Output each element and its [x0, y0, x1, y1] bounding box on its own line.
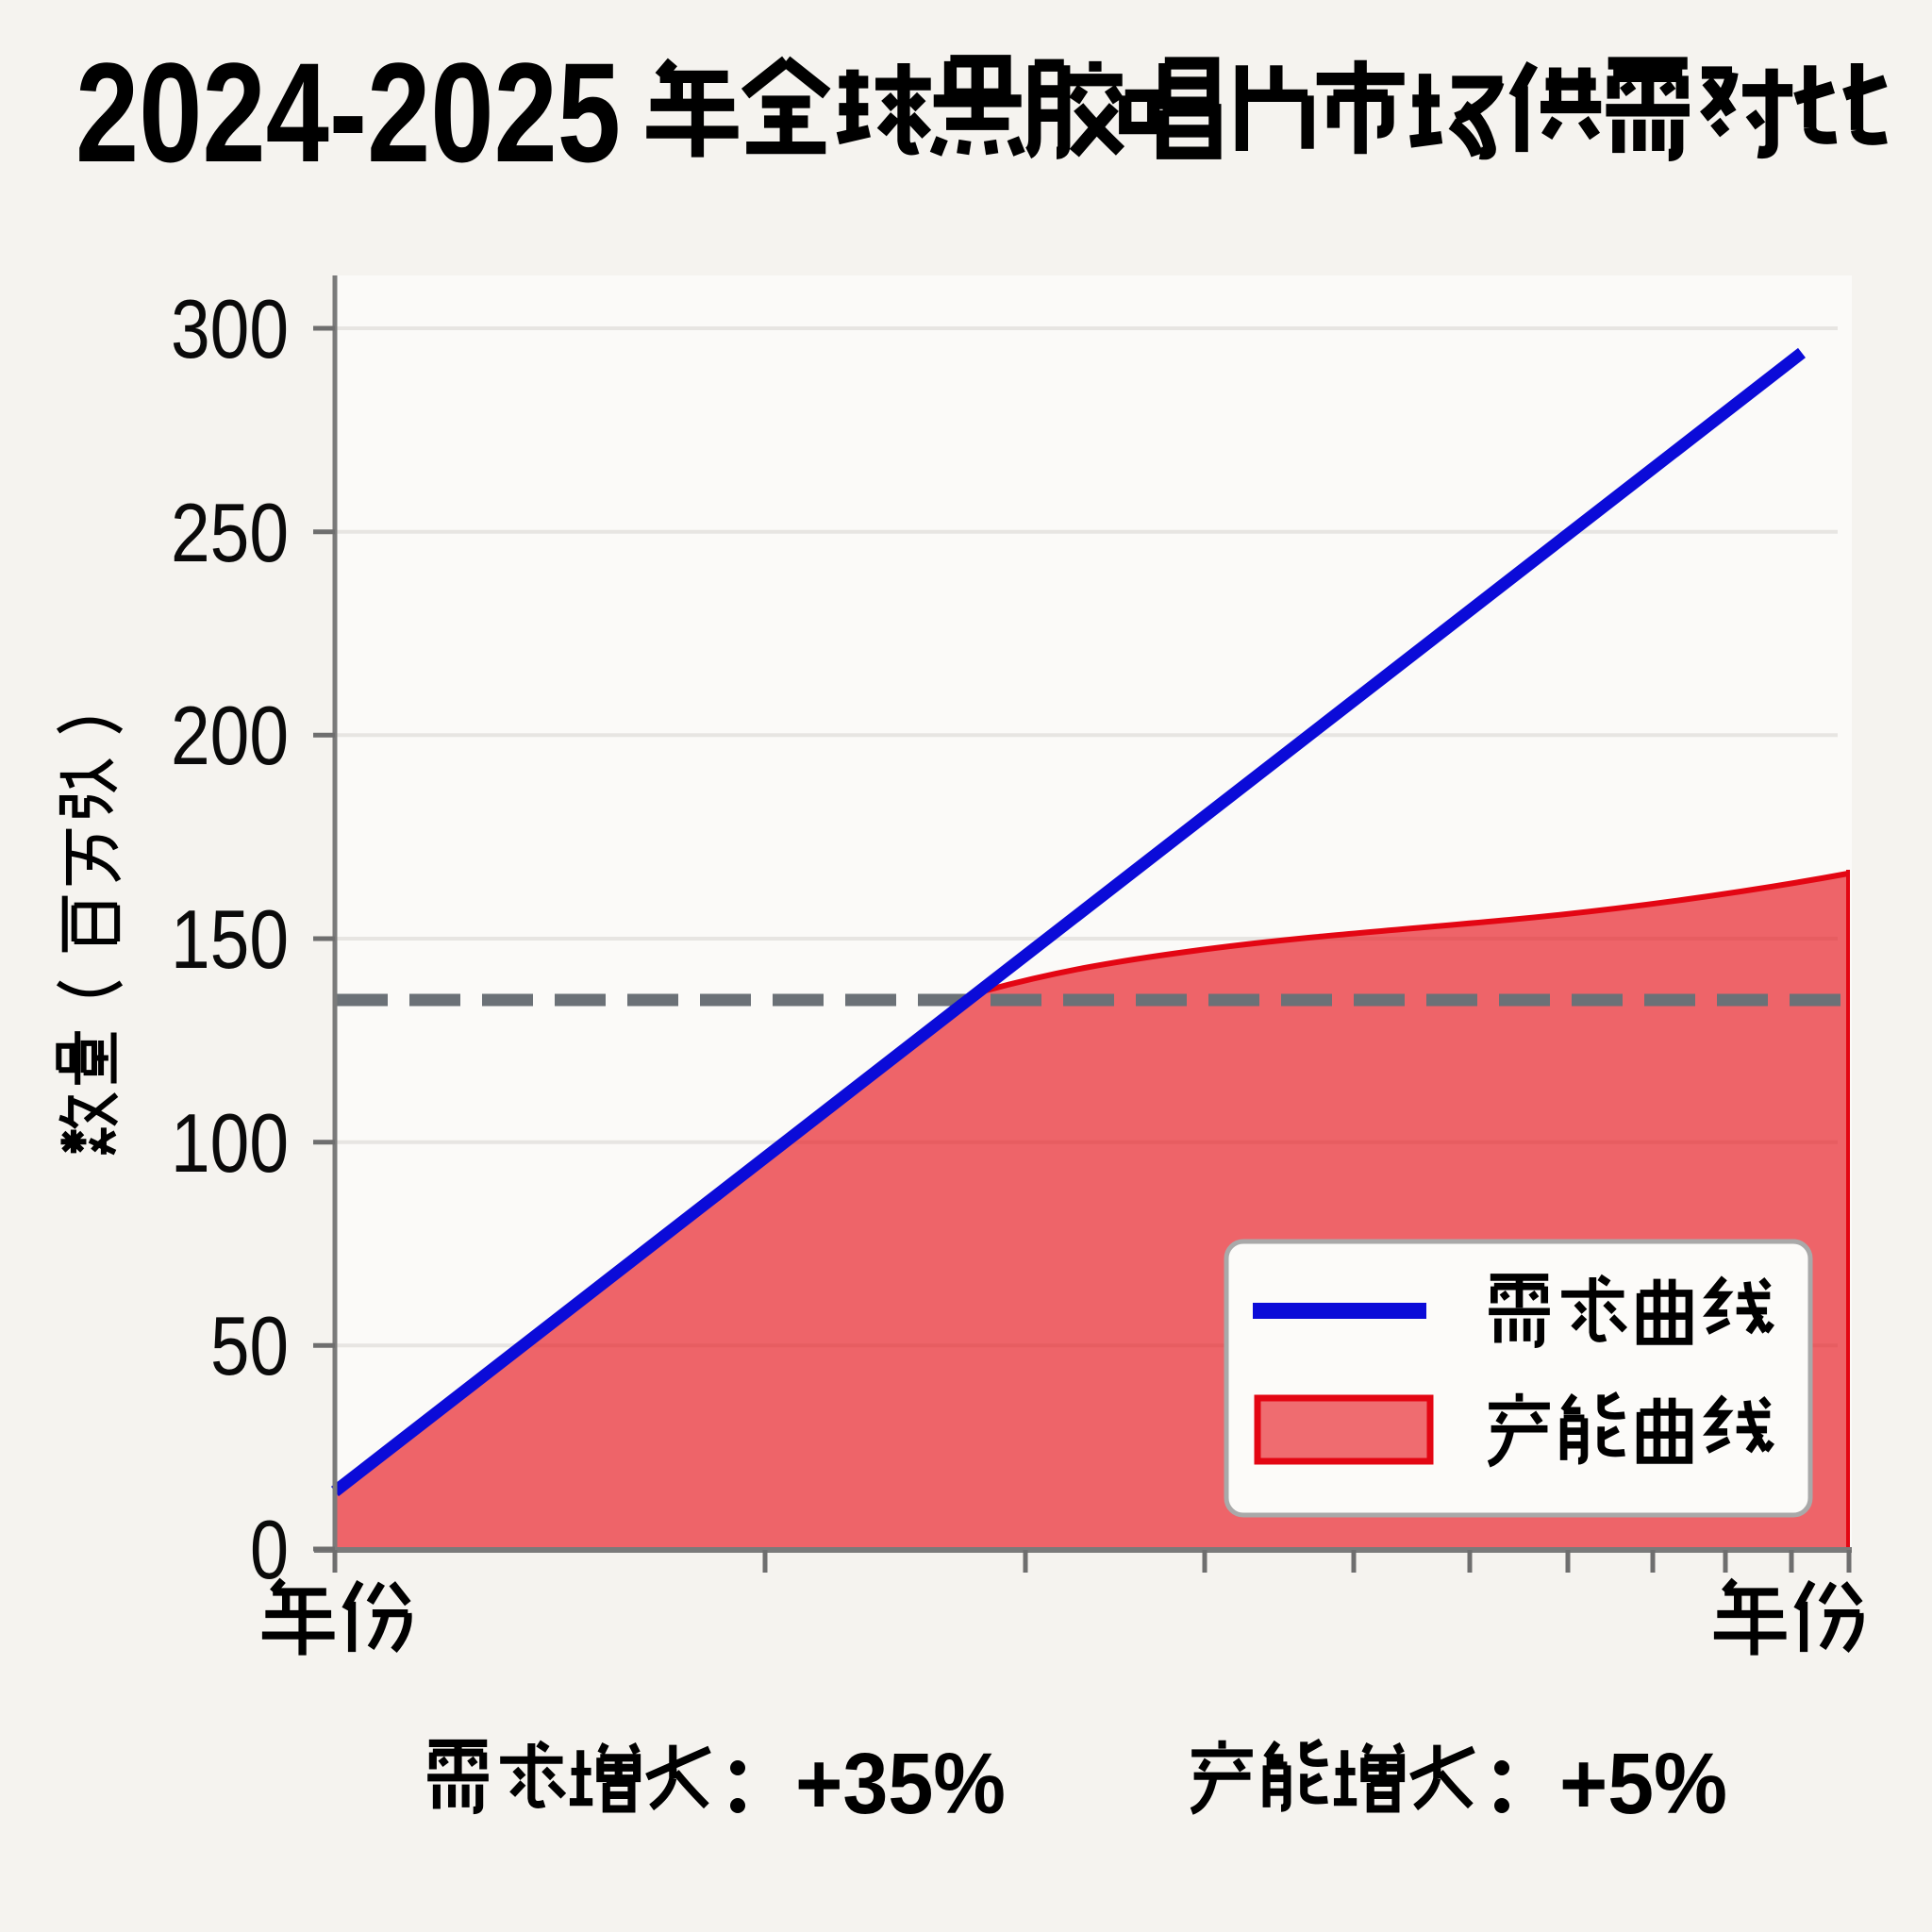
- svg-text:2024-2025: 2024-2025: [75, 33, 621, 192]
- svg-text:100: 100: [171, 1096, 289, 1190]
- svg-text:50: 50: [210, 1299, 289, 1392]
- svg-text:+35%: +35%: [795, 1736, 1006, 1832]
- svg-text:300: 300: [171, 282, 289, 375]
- svg-text:200: 200: [171, 689, 289, 782]
- svg-text:150: 150: [171, 892, 289, 986]
- svg-text:250: 250: [171, 486, 289, 579]
- svg-text:+5%: +5%: [1559, 1736, 1727, 1832]
